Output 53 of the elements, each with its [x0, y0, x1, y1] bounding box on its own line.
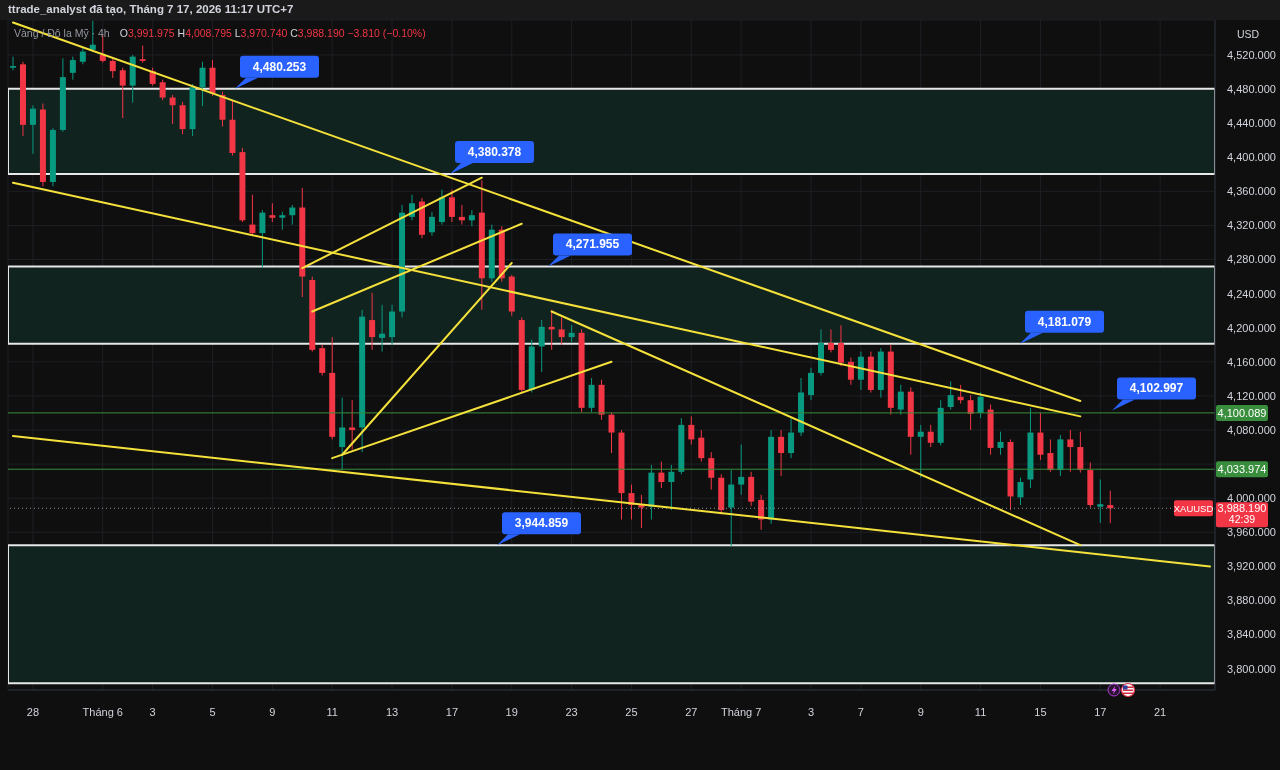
annotation: 4,102.997: [1129, 381, 1184, 396]
x-tick-label: 13: [385, 705, 399, 718]
y-tick-label: 3,840.000: [1227, 628, 1276, 641]
text: 42:39: [1228, 513, 1256, 526]
y-tick-label: 4,360.000: [1227, 185, 1276, 198]
x-tick-label: 27: [685, 705, 698, 718]
x-tick-label: 17: [1094, 705, 1107, 718]
annotation: 3,944.859: [514, 516, 569, 531]
x-tick-label: 21: [1154, 705, 1167, 718]
x-tick-label: Tháng 6: [82, 705, 123, 718]
x-tick-label: Tháng 7: [720, 705, 762, 718]
x-tick-label: 7: [857, 705, 864, 718]
x-tick-label: 3: [807, 705, 815, 718]
x-tick-label: 17: [445, 705, 459, 718]
ref-line-label: 4,100.089: [1217, 406, 1267, 419]
x-tick-label: 3: [149, 705, 156, 718]
annotation: O3,991.975 H4,008.795 L3,970.740 C3,988.190 −3.810 (−0.10%): [119, 27, 426, 39]
y-tick-label: 4,200.000: [1227, 321, 1276, 334]
annotation: 4,181.079: [1037, 314, 1092, 329]
y-axis-title: USD: [1237, 28, 1260, 40]
y-tick-label: 4,480.000: [1227, 82, 1276, 95]
y-tick-label: 4,520.000: [1227, 48, 1276, 61]
y-tick-label: 3,880.000: [1227, 594, 1276, 607]
x-tick-label: 25: [625, 705, 638, 718]
y-tick-label: 3,800.000: [1227, 662, 1276, 675]
annotation: 4,380.378: [467, 144, 522, 159]
y-tick-label: 4,080.000: [1227, 423, 1276, 436]
ref-line-label: 3,988.190: [1217, 502, 1267, 515]
y-tick-label: 4,120.000: [1227, 389, 1276, 402]
y-tick-label: 4,280.000: [1227, 253, 1276, 266]
y-tick-label: 4,320.000: [1227, 219, 1276, 232]
ref-line-label: 4,033.974: [1217, 463, 1267, 476]
y-tick-label: 4,160.000: [1227, 355, 1276, 368]
x-tick-label: 11: [326, 705, 338, 718]
y-tick-label: 4,000.000: [1227, 492, 1276, 505]
y-tick-label: 3,920.000: [1227, 560, 1276, 573]
y-tick-label: 4,440.000: [1227, 117, 1276, 130]
y-tick-label: 4,400.000: [1227, 151, 1276, 164]
annotation: 4,271.955: [565, 237, 620, 252]
chart-title: ttrade_analyst đã tạo, Tháng 7 17, 2026 11:17 UTC+7: [8, 3, 294, 15]
x-tick-label: 19: [505, 705, 518, 718]
y-tick-label: 3,960.000: [1227, 526, 1276, 539]
x-tick-label: 11: [974, 705, 987, 718]
x-tick-label: 28: [26, 705, 40, 718]
x-tick-label: 23: [565, 705, 578, 718]
annotation: 4,480.253: [252, 59, 307, 74]
x-tick-label: 15: [1034, 705, 1047, 718]
y-tick-label: 4,240.000: [1227, 287, 1276, 300]
x-tick-label: 9: [917, 705, 924, 718]
x-tick-label: 5: [209, 705, 216, 718]
x-tick-label: 9: [269, 705, 276, 718]
text: Vàng / Đô la Mỹ · 4h: [14, 27, 110, 39]
annotation: XAUUSD: [1173, 502, 1214, 514]
